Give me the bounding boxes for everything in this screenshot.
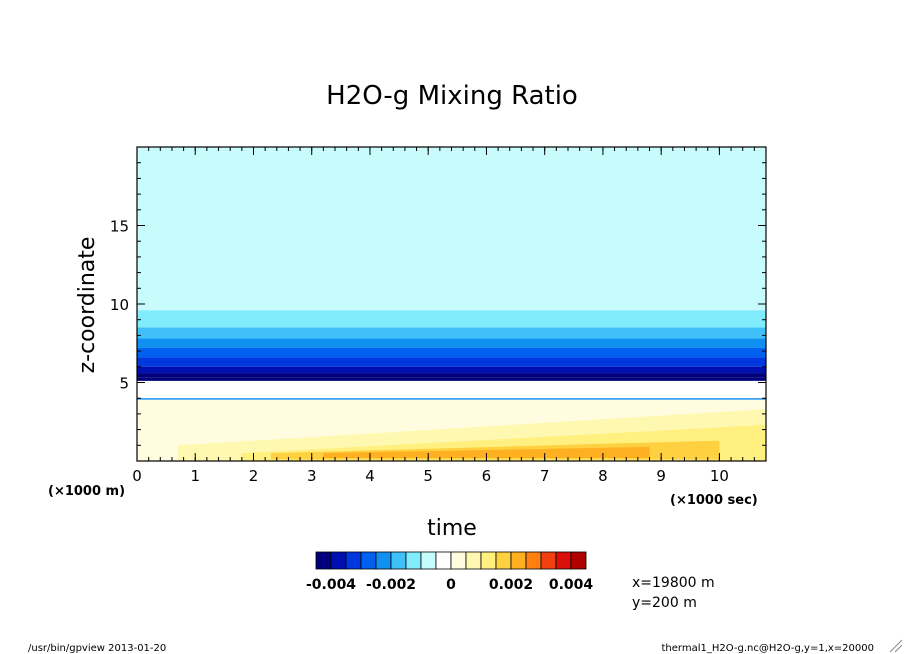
x-tick-label: 9: [656, 467, 666, 485]
x-tick-label: 8: [598, 467, 608, 485]
band-9: [137, 380, 766, 399]
x-tick-label: 10: [710, 467, 729, 485]
band-7: [137, 373, 766, 378]
band-2: [137, 327, 766, 339]
footer-left: /usr/bin/gpview 2013-01-20: [28, 643, 166, 654]
x-tick-label: 0: [132, 467, 142, 485]
colorbar-swatch: [405, 551, 422, 570]
x-axis-label: time: [427, 516, 477, 541]
band-8: [137, 377, 766, 381]
chart-title: H2O-g Mixing Ratio: [326, 81, 578, 111]
band-0: [137, 147, 766, 311]
colorbar-swatch: [345, 551, 362, 570]
colorbar-swatch: [540, 551, 557, 570]
band-4: [137, 347, 766, 358]
y-axis: 5 10 15: [110, 162, 766, 446]
colorbar-swatch: [510, 551, 527, 570]
band-1: [137, 310, 766, 328]
band-3: [137, 338, 766, 348]
colorbar-swatch: [495, 551, 512, 570]
y-scale-label: (×1000 m): [48, 484, 125, 499]
colorbar-swatch: [315, 551, 332, 570]
colorbar-swatch: [555, 551, 572, 570]
x-tick-label: 3: [307, 467, 317, 485]
colorbar-tick-label: 0.002: [489, 577, 533, 593]
annotation-y: y=200 m: [632, 595, 697, 611]
band-10: [137, 398, 766, 400]
colorbar-swatch: [390, 551, 407, 570]
y-tick-label: 15: [110, 218, 129, 236]
x-tick-label: 4: [365, 467, 375, 485]
footer-right: thermal1_H2O-g.nc@H2O-g,y=1,x=20000: [662, 643, 874, 654]
plot-area: [136, 146, 767, 462]
colorbar-swatch: [420, 551, 437, 570]
colorbar-swatch: [435, 551, 452, 570]
annotation-x: x=19800 m: [632, 575, 715, 591]
x-tick-label: 7: [540, 467, 550, 485]
y-tick-label: 5: [119, 375, 129, 393]
colorbar-tick-label: -0.002: [366, 577, 416, 593]
colorbar-tick-label: -0.004: [306, 577, 356, 593]
colorbar-swatch: [330, 551, 347, 570]
colorbar-swatch: [480, 551, 497, 570]
band-6: [137, 366, 766, 374]
x-scale-label: (×1000 sec): [670, 493, 758, 508]
band-5: [137, 357, 766, 367]
x-axis: 0 1 2 3 4 5 6 7 8 9 10: [132, 147, 767, 485]
x-tick-label: 1: [190, 467, 200, 485]
colorbar-swatch: [465, 551, 482, 570]
colorbar-swatch: [375, 551, 392, 570]
colorbar-swatch: [570, 551, 587, 570]
colorbar-swatch: [525, 551, 542, 570]
colorbar: -0.004 -0.002 0 0.002 0.004: [306, 551, 594, 593]
x-tick-label: 5: [423, 467, 433, 485]
colorbar-tick-label: 0: [446, 577, 456, 593]
y-tick-label: 10: [110, 296, 129, 314]
resize-grip-icon: [889, 639, 903, 653]
colorbar-tick-label: 0.004: [549, 577, 594, 593]
x-tick-label: 2: [249, 467, 259, 485]
y-axis-label: z-coordinate: [75, 237, 100, 374]
x-tick-label: 6: [482, 467, 492, 485]
colorbar-swatch: [450, 551, 467, 570]
colorbar-swatch: [360, 551, 377, 570]
region-3: [323, 446, 650, 458]
